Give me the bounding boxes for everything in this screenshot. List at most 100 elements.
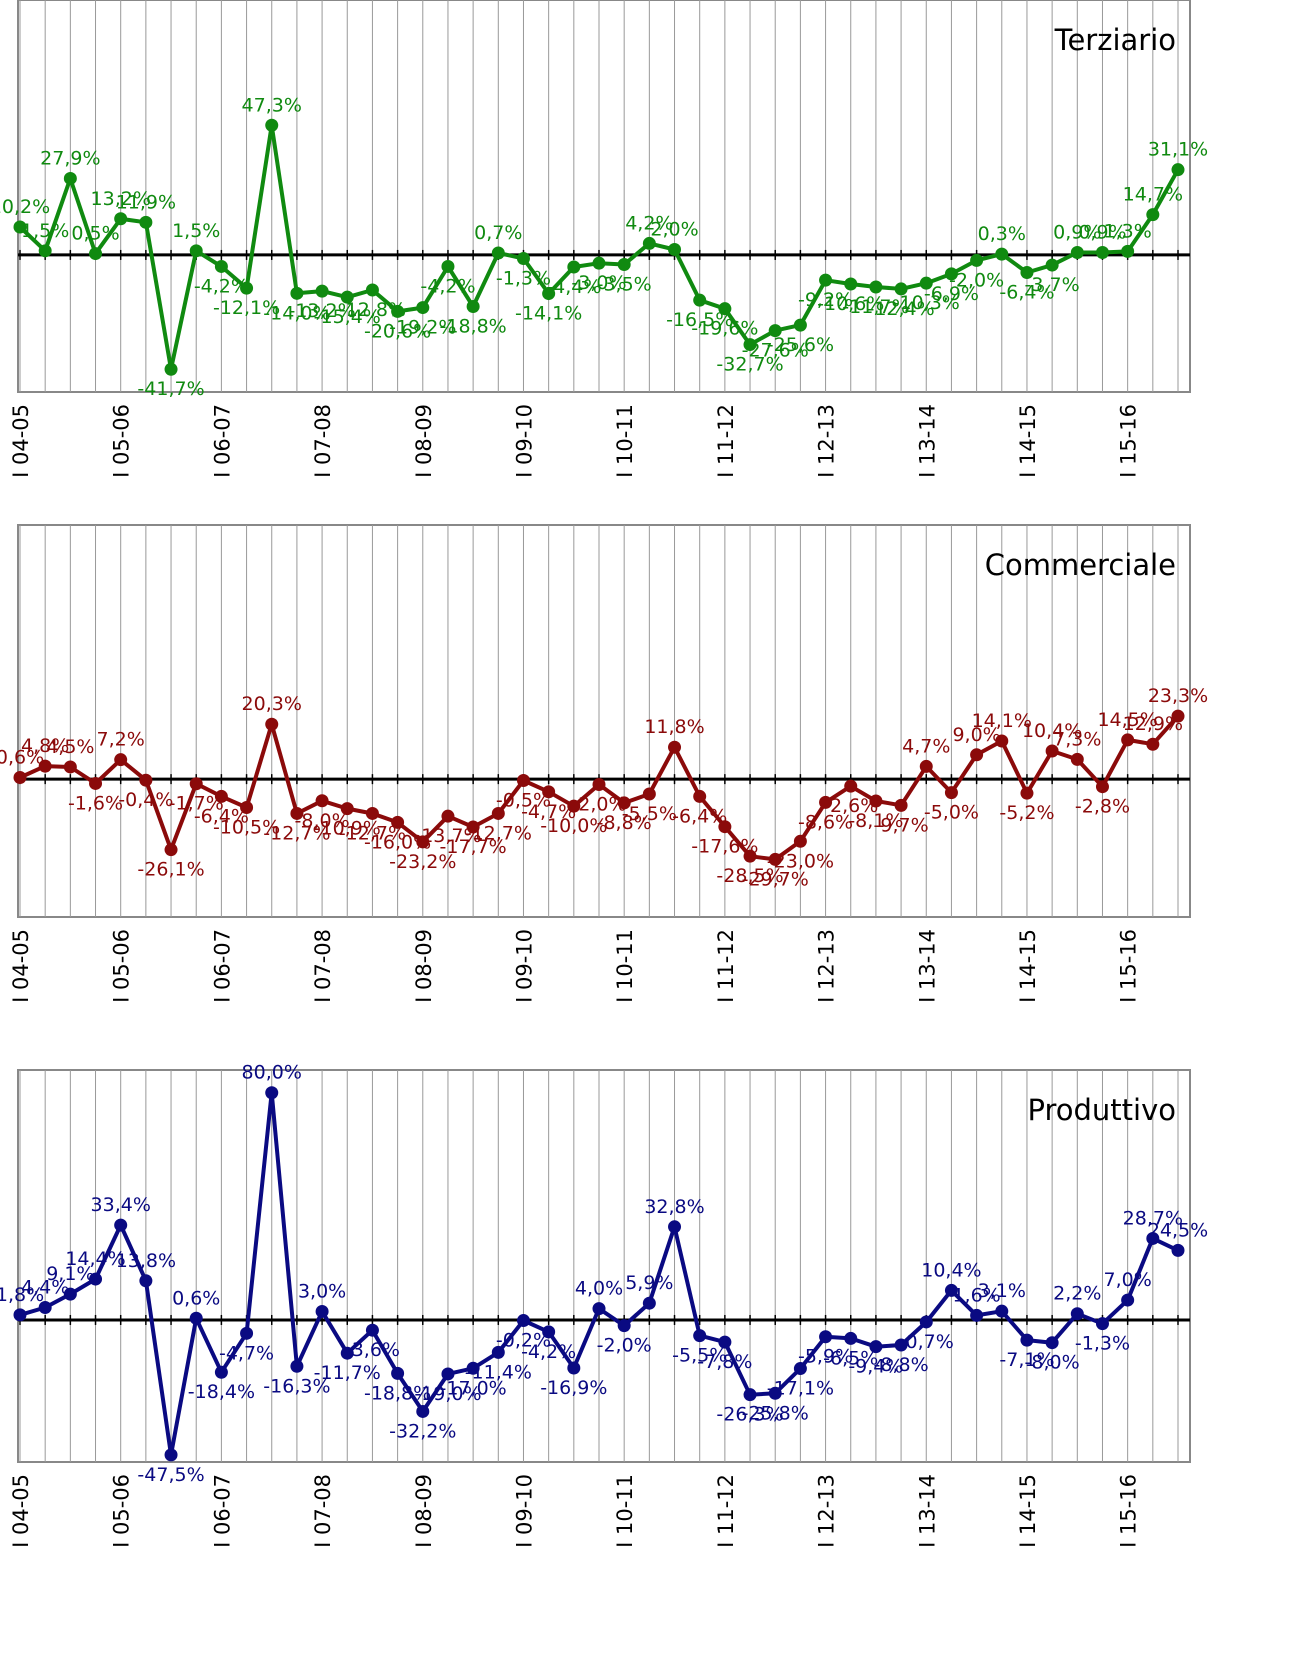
value-label: -10,9% — [314, 818, 381, 840]
value-label: 7,2% — [97, 729, 145, 751]
x-tick-label: I 12-13 — [815, 929, 839, 1003]
value-label: -20,6% — [364, 320, 431, 342]
point — [63, 1287, 77, 1301]
x-tick-label: I 04-05 — [9, 1474, 33, 1548]
value-label: -8,8% — [874, 1354, 929, 1376]
value-label: 14,4% — [65, 1248, 125, 1270]
point — [542, 1325, 556, 1339]
x-tick-label: I 10-11 — [613, 404, 637, 478]
point — [617, 1319, 631, 1333]
value-label: -3,5% — [597, 274, 652, 296]
point — [970, 748, 984, 762]
value-label: -6,4% — [672, 805, 727, 827]
value-label: 32,8% — [644, 1196, 704, 1218]
value-label: -15,4% — [314, 306, 381, 328]
value-label: -0,4% — [118, 789, 173, 811]
value-label: -10,0% — [540, 815, 607, 837]
x-tick-label: I 08-09 — [412, 404, 436, 478]
value-label: -9,7% — [874, 814, 929, 836]
point — [38, 759, 52, 773]
point — [768, 324, 782, 338]
x-tick-label: I 14-15 — [1016, 1474, 1040, 1548]
value-label: 7,3% — [1053, 728, 1101, 750]
point — [1045, 258, 1059, 272]
value-label: -28,5% — [716, 865, 783, 887]
x-tick-label: I 11-12 — [714, 929, 738, 1003]
point — [89, 1272, 103, 1286]
value-label: 23,3% — [1148, 685, 1208, 707]
value-label: -16,3% — [263, 1375, 330, 1397]
value-label: 4,5% — [46, 736, 94, 758]
value-label: -5,9% — [798, 1346, 853, 1368]
point — [668, 740, 682, 754]
value-label: 13,2% — [91, 188, 151, 210]
value-label: -12,1% — [213, 297, 280, 319]
point — [1020, 786, 1034, 800]
x-tick-label: I 04-05 — [9, 929, 33, 1003]
point — [416, 1404, 430, 1418]
point — [668, 242, 682, 256]
point — [13, 771, 27, 785]
value-label: -4,2% — [194, 275, 249, 297]
point — [869, 1340, 883, 1354]
value-label: -5,5% — [622, 803, 677, 825]
point — [819, 1330, 833, 1344]
value-label: 1,5% — [21, 220, 69, 242]
point — [693, 789, 707, 803]
value-label: 27,9% — [40, 147, 100, 169]
point — [189, 1311, 203, 1325]
point — [642, 1296, 656, 1310]
value-label: -32,7% — [716, 354, 783, 376]
value-label: 0,7% — [474, 222, 522, 244]
point — [542, 287, 556, 301]
value-label: -6,4% — [194, 805, 249, 827]
value-label: -11,7% — [842, 296, 909, 318]
value-label: -8,1% — [848, 810, 903, 832]
point — [617, 258, 631, 272]
value-label: -13,2% — [288, 300, 355, 322]
value-label: -7,1% — [999, 1349, 1054, 1371]
point — [592, 1302, 606, 1316]
x-tick-label: I 09-10 — [512, 1474, 536, 1548]
point — [1121, 733, 1135, 747]
point — [164, 843, 178, 857]
value-label: -3,6% — [345, 1339, 400, 1361]
value-label: -25,8% — [742, 1402, 809, 1424]
value-label: -47,5% — [137, 1464, 204, 1486]
plot-area — [17, 0, 1191, 393]
value-label: -13,7% — [414, 825, 481, 847]
value-label: -4,7% — [219, 1342, 274, 1364]
point — [340, 802, 354, 816]
x-tick-label: I 04-05 — [9, 404, 33, 478]
point — [995, 1304, 1009, 1318]
point — [466, 1361, 480, 1375]
point — [189, 777, 203, 791]
point — [13, 1308, 27, 1322]
point — [768, 1386, 782, 1400]
point — [139, 773, 153, 787]
point — [290, 1359, 304, 1373]
point — [516, 1314, 530, 1328]
point — [919, 276, 933, 290]
value-label: -4,2% — [420, 275, 475, 297]
value-label: -16,0% — [364, 831, 431, 853]
point — [1146, 737, 1160, 751]
value-label: 20,3% — [242, 693, 302, 715]
point — [1121, 1293, 1135, 1307]
point — [391, 815, 405, 829]
plot-area — [17, 524, 1191, 918]
chart-title: Commerciale — [985, 548, 1176, 582]
point — [114, 753, 128, 767]
value-label: 4,2% — [625, 212, 673, 234]
value-label: -6,9% — [924, 283, 979, 305]
x-tick-label: I 13-14 — [915, 404, 939, 478]
value-label: -4,2% — [521, 1341, 576, 1363]
point — [743, 338, 757, 352]
point — [1095, 1317, 1109, 1331]
value-label: -29,7% — [742, 868, 809, 890]
value-label: -11,7% — [314, 1362, 381, 1384]
chart-title: Terziario — [1054, 23, 1176, 57]
value-label: -2,0% — [949, 269, 1004, 291]
